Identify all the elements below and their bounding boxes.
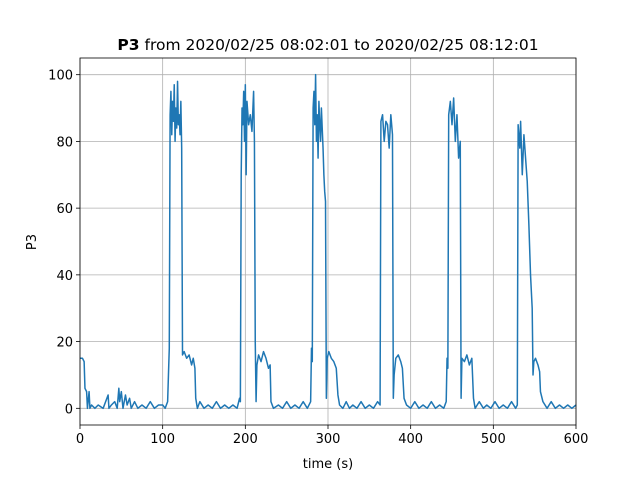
- y-tick-label: 80: [56, 135, 73, 150]
- x-tick-label: 500: [481, 432, 506, 447]
- y-tick-label: 60: [56, 202, 73, 217]
- x-tick-label: 300: [316, 432, 341, 447]
- x-tick-label: 200: [233, 432, 258, 447]
- title-bold: P3: [117, 36, 139, 54]
- x-tick-label: 0: [76, 432, 84, 447]
- x-tick-label: 100: [150, 432, 175, 447]
- y-tick-label: 100: [48, 69, 73, 84]
- x-axis-label: time (s): [303, 457, 353, 472]
- plot-frame: [79, 57, 577, 426]
- title-text: from 2020/02/25 08:02:01 to 2020/02/25 0…: [144, 36, 538, 54]
- y-axis-label: P3: [25, 234, 40, 250]
- y-tick-label: 40: [56, 269, 73, 284]
- x-tick-label: 600: [564, 432, 589, 447]
- y-tick-label: 0: [65, 402, 73, 417]
- data-line: [80, 73, 577, 410]
- chart-title: P3 from 2020/02/25 08:02:01 to 2020/02/25…: [117, 36, 538, 54]
- x-tick-label: 400: [398, 432, 423, 447]
- y-tick-label: 20: [56, 336, 73, 351]
